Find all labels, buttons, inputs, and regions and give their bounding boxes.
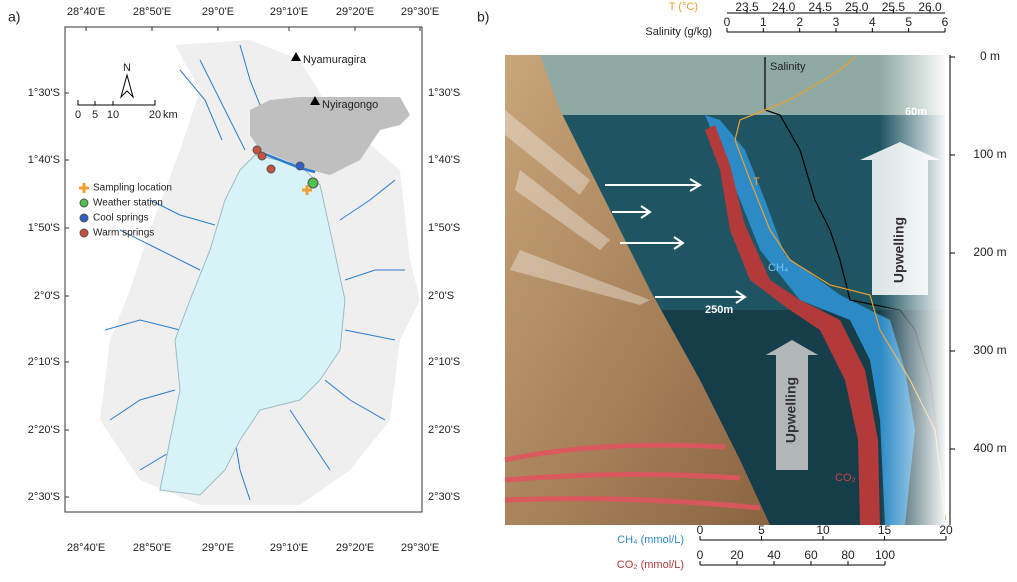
lat-tick-label: 2°0'S (34, 290, 60, 302)
figure: a) b) T (°C) Salinity (g/kg) CH₄ (mmol/L… (0, 0, 1017, 577)
volcano-label: Nyiragongo (322, 99, 378, 111)
lat-tick-label: 1°30'S (428, 87, 460, 99)
co2-axis-title: CO₂ (mmol/L) (617, 559, 684, 571)
tick-label: 20 (939, 523, 953, 537)
legend-label: Cool springs (93, 213, 149, 224)
panel-label: b) (477, 9, 489, 25)
tick-label: 2 (796, 15, 803, 29)
temp-axis-title: T (°C) (669, 1, 698, 13)
lat-tick-label: 1°50'S (28, 222, 60, 234)
lon-tick-label: 29°30'E (401, 542, 439, 554)
warm-spring (267, 165, 275, 173)
lon-tick-label: 29°20'E (336, 6, 374, 18)
annotation: Salinity (770, 61, 806, 73)
lon-tick-label: 29°0'E (202, 542, 234, 554)
lat-tick-label: 2°20'S (428, 424, 460, 436)
legend-symbol (80, 229, 88, 237)
lat-tick-label: 1°50'S (428, 222, 460, 234)
lat-tick-label: 2°0'S (428, 290, 454, 302)
volcano-label: Nyamuragira (303, 54, 367, 66)
legend-symbol (80, 199, 88, 207)
scale-label: 10 (107, 109, 119, 121)
tick-label: 4 (869, 15, 876, 29)
lat-tick-label: 1°30'S (28, 87, 60, 99)
lat-tick-label: 2°10'S (28, 356, 60, 368)
annotation: CH₄ (768, 262, 789, 274)
panel-label: a) (8, 9, 20, 25)
scale-label: 20 (149, 109, 161, 121)
depth-label: 200 m (973, 245, 1006, 259)
tick-label: 6 (942, 15, 949, 29)
lon-tick-label: 28°40'E (67, 6, 105, 18)
annotation: Upwelling (783, 377, 799, 443)
tick-label: 40 (767, 548, 781, 562)
tick-label: 15 (878, 523, 892, 537)
tick-label: 24.5 (809, 0, 833, 14)
annotation: 250m (705, 304, 733, 316)
lat-tick-label: 2°10'S (428, 356, 460, 368)
lon-tick-label: 29°20'E (336, 542, 374, 554)
depth-label: 400 m (973, 441, 1006, 455)
legend-label: Weather station (93, 198, 163, 209)
tick-label: 0 (724, 15, 731, 29)
tick-label: 1 (760, 15, 767, 29)
tick-label: 80 (841, 548, 855, 562)
lon-tick-label: 28°40'E (67, 542, 105, 554)
tick-label: 26.0 (918, 0, 942, 14)
tick-label: 25.0 (845, 0, 869, 14)
lat-tick-label: 1°40'S (28, 154, 60, 166)
tick-label: 5 (905, 15, 912, 29)
annotation: T (753, 176, 760, 188)
scale-label: 5 (92, 109, 98, 121)
depth-label: 300 m (973, 343, 1006, 357)
annotation: 60m (905, 106, 927, 118)
lon-tick-label: 29°0'E (202, 6, 234, 18)
lon-tick-label: 29°10'E (270, 542, 308, 554)
tick-label: 3 (833, 15, 840, 29)
weather-station (308, 178, 318, 188)
ch4-axis-title: CH₄ (mmol/L) (617, 534, 684, 546)
north-label: N (123, 62, 131, 74)
lat-tick-label: 2°30'S (28, 491, 60, 503)
upper-layer (505, 55, 945, 115)
depth-label: 0 m (980, 49, 1000, 63)
annotation: Upwelling (891, 217, 907, 283)
tick-label: 10 (816, 523, 830, 537)
tick-label: 60 (804, 548, 818, 562)
tick-label: 100 (875, 548, 895, 562)
legend-symbol (80, 214, 88, 222)
lon-tick-label: 29°30'E (401, 6, 439, 18)
warm-spring (258, 152, 266, 160)
tick-label: 0 (697, 548, 704, 562)
lon-tick-label: 28°50'E (133, 6, 171, 18)
tick-label: 0 (697, 523, 704, 537)
tick-label: 5 (758, 523, 765, 537)
lat-tick-label: 2°20'S (28, 424, 60, 436)
annotation: CO₂ (835, 472, 856, 484)
lon-tick-label: 28°50'E (133, 542, 171, 554)
lat-tick-label: 1°40'S (428, 154, 460, 166)
depth-label: 100 m (973, 147, 1006, 161)
cool-spring (296, 162, 304, 170)
tick-label: 20 (730, 548, 744, 562)
scale-unit: km (163, 109, 178, 121)
salinity-axis-title: Salinity (g/kg) (645, 26, 712, 38)
scale-label: 0 (75, 109, 81, 121)
legend-label: Warm springs (93, 228, 154, 239)
tick-label: 25.5 (882, 0, 906, 14)
lat-tick-label: 2°30'S (428, 491, 460, 503)
lon-tick-label: 29°10'E (270, 6, 308, 18)
legend-label: Sampling location (93, 183, 172, 194)
tick-label: 24.0 (772, 0, 796, 14)
tick-label: 23.5 (735, 0, 759, 14)
